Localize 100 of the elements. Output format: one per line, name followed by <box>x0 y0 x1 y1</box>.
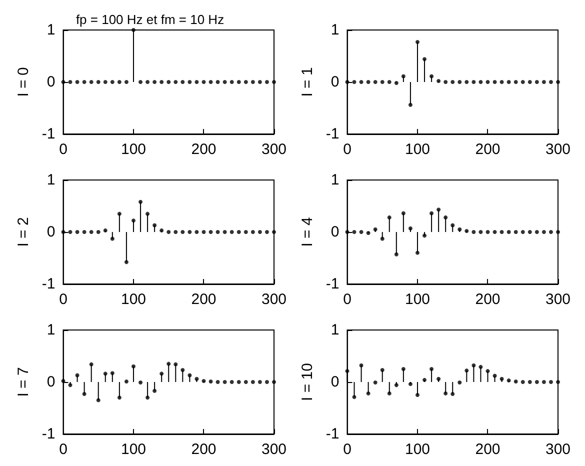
point <box>82 392 86 396</box>
y-tick-label: 1 <box>330 22 340 38</box>
point <box>174 362 178 366</box>
y-tick-label: -1 <box>42 126 56 142</box>
y-tick-label: 0 <box>330 74 340 90</box>
y-tick-label: -1 <box>326 276 340 292</box>
point <box>138 200 143 204</box>
chart-title: fp = 100 Hz et fm = 10 Hz <box>76 12 224 27</box>
x-tick-label: 100 <box>404 441 430 458</box>
point <box>478 364 483 369</box>
point <box>450 223 455 228</box>
point <box>146 212 150 216</box>
point <box>464 368 469 373</box>
x-tick-label: 0 <box>343 141 352 158</box>
point <box>359 363 364 368</box>
point <box>401 74 406 78</box>
point <box>380 368 384 372</box>
x-tick-label: 0 <box>59 291 68 308</box>
x-tick-label: 100 <box>120 441 146 458</box>
point <box>415 40 420 44</box>
y-tick-label: 0 <box>46 374 56 390</box>
point <box>131 218 136 223</box>
x-tick-label: 0 <box>343 291 352 308</box>
point <box>430 211 434 216</box>
x-tick-label: 200 <box>475 141 500 158</box>
point <box>387 391 392 396</box>
point <box>472 363 476 368</box>
point <box>408 102 412 107</box>
point <box>110 371 114 376</box>
x-tick-label: 300 <box>545 141 571 158</box>
y-axis-title: I = 4 <box>299 217 316 247</box>
x-tick-label: 300 <box>261 141 287 158</box>
point <box>117 212 122 216</box>
x-tick-label: 200 <box>191 291 216 308</box>
point <box>401 211 406 216</box>
point <box>110 236 114 241</box>
x-tick-label: 100 <box>120 141 146 158</box>
y-tick-label: 0 <box>46 224 56 240</box>
point <box>380 236 384 241</box>
x-tick-label: 100 <box>120 291 146 308</box>
point <box>75 373 80 378</box>
y-tick-label: 0 <box>330 374 340 390</box>
y-tick-label: -1 <box>326 126 340 142</box>
y-axis-title: I = 10 <box>299 363 316 401</box>
y-tick-label: 1 <box>330 172 340 188</box>
point <box>345 369 350 374</box>
point <box>152 388 157 393</box>
x-tick-label: 0 <box>343 441 352 458</box>
point <box>117 396 122 400</box>
x-tick-label: 300 <box>261 291 287 308</box>
x-tick-label: 100 <box>404 141 430 158</box>
y-tick-label: 1 <box>46 22 56 38</box>
y-tick-label: 1 <box>330 322 340 338</box>
point <box>352 395 356 400</box>
point <box>188 373 192 378</box>
point <box>160 372 164 376</box>
point <box>486 369 490 374</box>
x-tick-label: 300 <box>545 441 571 458</box>
point <box>415 393 420 397</box>
x-tick-label: 200 <box>191 141 216 158</box>
point <box>444 215 448 220</box>
y-axis-title: I = 0 <box>15 67 32 97</box>
point <box>166 362 171 366</box>
point <box>444 391 448 396</box>
point <box>103 372 108 376</box>
x-tick-label: 0 <box>59 141 68 158</box>
point <box>450 392 455 396</box>
point <box>430 367 434 371</box>
x-tick-label: 200 <box>475 441 500 458</box>
point <box>422 57 427 62</box>
x-tick-label: 300 <box>545 291 571 308</box>
y-tick-label: 1 <box>46 172 56 188</box>
x-tick-label: 100 <box>404 291 430 308</box>
y-axis-title: I = 2 <box>15 217 32 247</box>
x-tick-label: 300 <box>261 441 287 458</box>
point <box>430 74 434 78</box>
x-tick-label: 200 <box>475 291 500 308</box>
point <box>152 223 157 228</box>
y-tick-label: -1 <box>326 426 340 442</box>
point <box>146 396 150 400</box>
point <box>131 364 136 368</box>
x-tick-label: 200 <box>191 441 216 458</box>
y-tick-label: -1 <box>42 426 56 442</box>
x-tick-label: 0 <box>59 441 68 458</box>
y-tick-label: 0 <box>330 224 340 240</box>
point <box>366 391 370 396</box>
point <box>124 260 128 264</box>
point <box>436 208 441 212</box>
point <box>96 398 100 402</box>
point <box>401 367 406 371</box>
y-tick-label: 0 <box>46 74 56 90</box>
point <box>387 215 392 220</box>
point <box>89 362 94 366</box>
point <box>394 252 398 256</box>
y-tick-label: 1 <box>46 322 56 338</box>
y-axis-title: I = 1 <box>299 67 316 97</box>
point <box>415 250 420 255</box>
y-tick-label: -1 <box>42 276 56 292</box>
y-axis-title: I = 7 <box>15 367 32 397</box>
point <box>492 374 497 378</box>
